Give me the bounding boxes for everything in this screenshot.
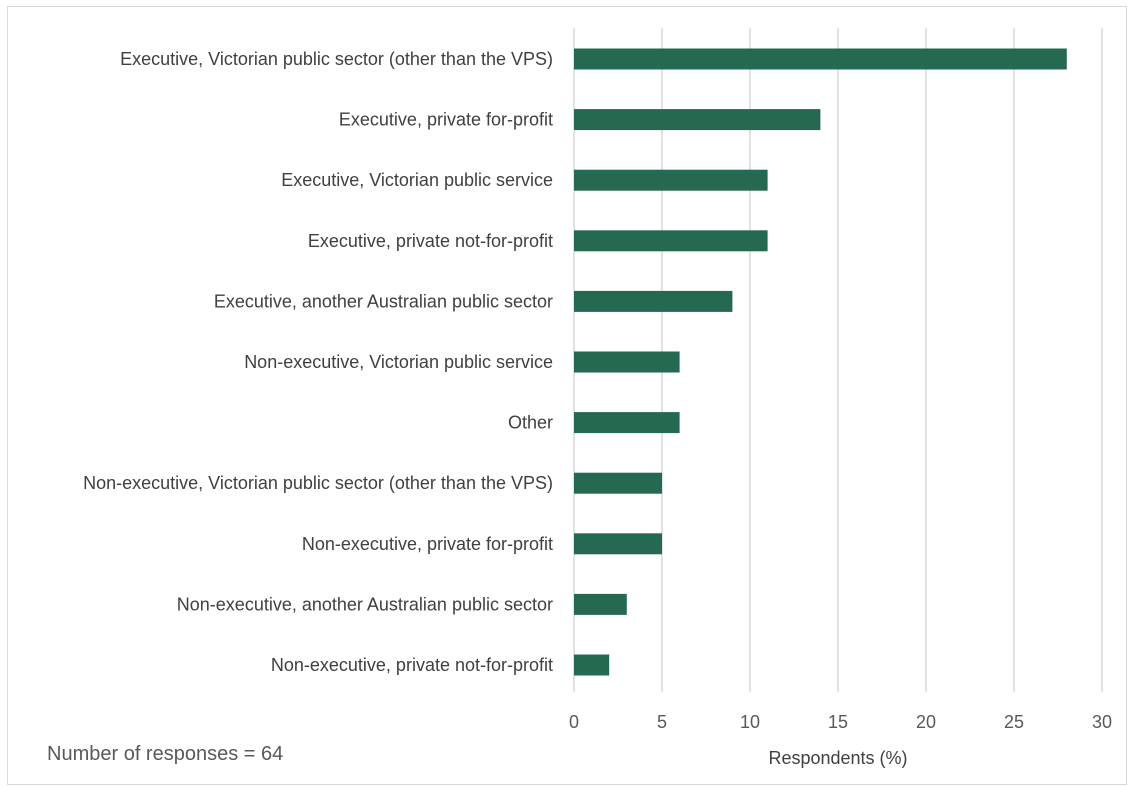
bar	[574, 169, 768, 191]
x-tick-label: 10	[740, 712, 760, 732]
category-label: Executive, private for-profit	[339, 110, 553, 130]
bar	[574, 533, 662, 555]
bar	[574, 290, 733, 312]
x-tick-label: 5	[657, 712, 667, 732]
x-tick-label: 25	[1004, 712, 1024, 732]
bar	[574, 351, 680, 373]
bars	[574, 48, 1067, 676]
category-label: Executive, Victorian public service	[281, 170, 553, 190]
category-label: Non-executive, another Australian public…	[177, 594, 553, 614]
bar	[574, 412, 680, 434]
category-label: Executive, Victorian public sector (othe…	[120, 49, 553, 69]
bar	[574, 230, 768, 252]
bar	[574, 654, 610, 676]
category-labels: Executive, Victorian public sector (othe…	[83, 49, 553, 675]
category-label: Executive, private not-for-profit	[308, 231, 553, 251]
x-tick-label: 20	[916, 712, 936, 732]
bar	[574, 109, 821, 131]
category-label: Other	[508, 413, 553, 433]
chart-frame	[7, 6, 1127, 785]
x-tick-label: 0	[569, 712, 579, 732]
responses-note: Number of responses = 64	[47, 743, 283, 765]
category-label: Non-executive, Victorian public service	[244, 352, 553, 372]
bar	[574, 593, 627, 615]
bar	[574, 472, 662, 494]
x-tick-label: 15	[828, 712, 848, 732]
category-label: Non-executive, Victorian public sector (…	[83, 473, 553, 493]
category-label: Executive, another Australian public sec…	[214, 291, 553, 311]
category-label: Non-executive, private not-for-profit	[271, 655, 553, 675]
gridlines	[573, 28, 1103, 692]
x-axis-title: Respondents (%)	[768, 748, 907, 768]
bar	[574, 48, 1067, 70]
x-tick-labels: 0 5 10 15 20 25 30	[569, 712, 1112, 732]
category-label: Non-executive, private for-profit	[302, 534, 553, 554]
x-tick-label: 30	[1092, 712, 1112, 732]
